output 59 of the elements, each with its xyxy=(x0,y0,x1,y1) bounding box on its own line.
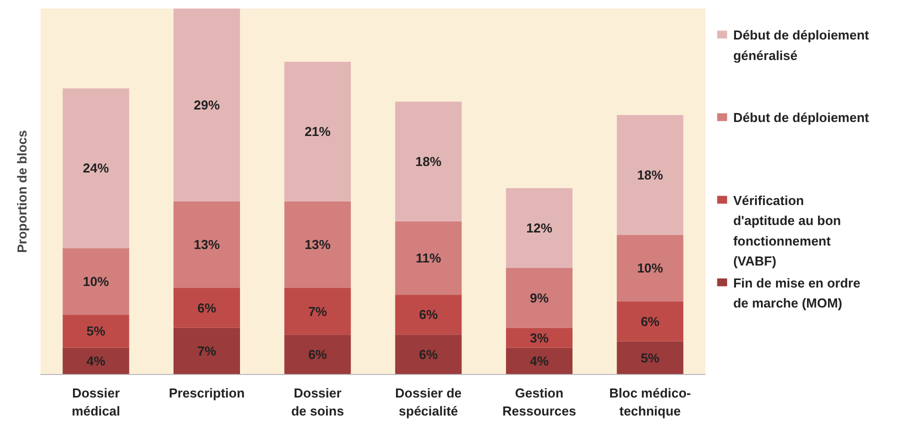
x-tick-label: Dossier de spécialité xyxy=(395,386,462,418)
bar xyxy=(395,221,462,295)
bar xyxy=(506,328,572,348)
bar xyxy=(174,201,240,288)
data-label: 24% xyxy=(82,160,110,176)
bar xyxy=(506,348,572,374)
data-label: 9% xyxy=(530,290,550,306)
data-label: 21% xyxy=(304,124,332,140)
bar xyxy=(62,314,130,348)
data-label: 29% xyxy=(194,97,220,112)
legend-label: Vérification d'aptitude au bon fonctionnement (VABF) xyxy=(733,192,842,269)
data-label: 18% xyxy=(415,154,442,170)
bar xyxy=(174,288,240,328)
data-label: 7% xyxy=(197,344,217,359)
data-label: 4% xyxy=(86,354,106,369)
data-label: 5% xyxy=(86,324,106,339)
data-label: 13% xyxy=(304,237,332,252)
bar xyxy=(174,328,240,374)
bar xyxy=(616,114,684,235)
bar xyxy=(62,88,130,248)
data-label: 12% xyxy=(526,220,553,236)
data-label: 4% xyxy=(530,354,550,369)
data-label: 11% xyxy=(416,250,442,266)
data-label: 7% xyxy=(308,304,328,319)
bar xyxy=(62,348,130,374)
bar xyxy=(284,288,351,335)
data-label: 6% xyxy=(308,347,328,362)
bar xyxy=(506,188,572,268)
x-tick-label: Dossier médical xyxy=(72,386,120,418)
bar xyxy=(616,301,684,342)
bar xyxy=(284,62,351,202)
y-axis-title: Proportion de blocs xyxy=(14,130,30,253)
legend-label: Début de déploiement xyxy=(733,110,870,126)
bar xyxy=(395,334,462,374)
bar xyxy=(616,234,684,302)
bar xyxy=(395,294,462,335)
bar xyxy=(284,334,351,374)
bar xyxy=(284,201,351,288)
legend-label: Fin de mise en ordre de marche (MOM) xyxy=(733,275,860,311)
data-label: 5% xyxy=(640,350,660,366)
bar xyxy=(616,341,684,374)
bar xyxy=(506,268,572,328)
bar xyxy=(62,248,130,315)
data-label: 6% xyxy=(419,347,438,362)
data-label: 10% xyxy=(637,260,664,276)
x-tick-label: Dossier de soins xyxy=(291,386,344,418)
data-label: 18% xyxy=(637,167,664,182)
data-label: 6% xyxy=(640,314,660,329)
data-label: 6% xyxy=(197,300,217,316)
x-tick-label: Bloc médico-technique xyxy=(609,386,691,418)
bar xyxy=(395,102,462,222)
legend-label: Début de déploiement généralisé xyxy=(733,28,870,63)
data-label: 3% xyxy=(530,330,550,346)
data-label: 6% xyxy=(419,307,438,322)
data-label: 10% xyxy=(82,274,110,289)
data-label: 13% xyxy=(194,237,220,252)
bar xyxy=(174,8,240,202)
x-tick-label: Prescription xyxy=(168,386,245,400)
x-tick-label: Gestion Ressources xyxy=(502,386,576,418)
